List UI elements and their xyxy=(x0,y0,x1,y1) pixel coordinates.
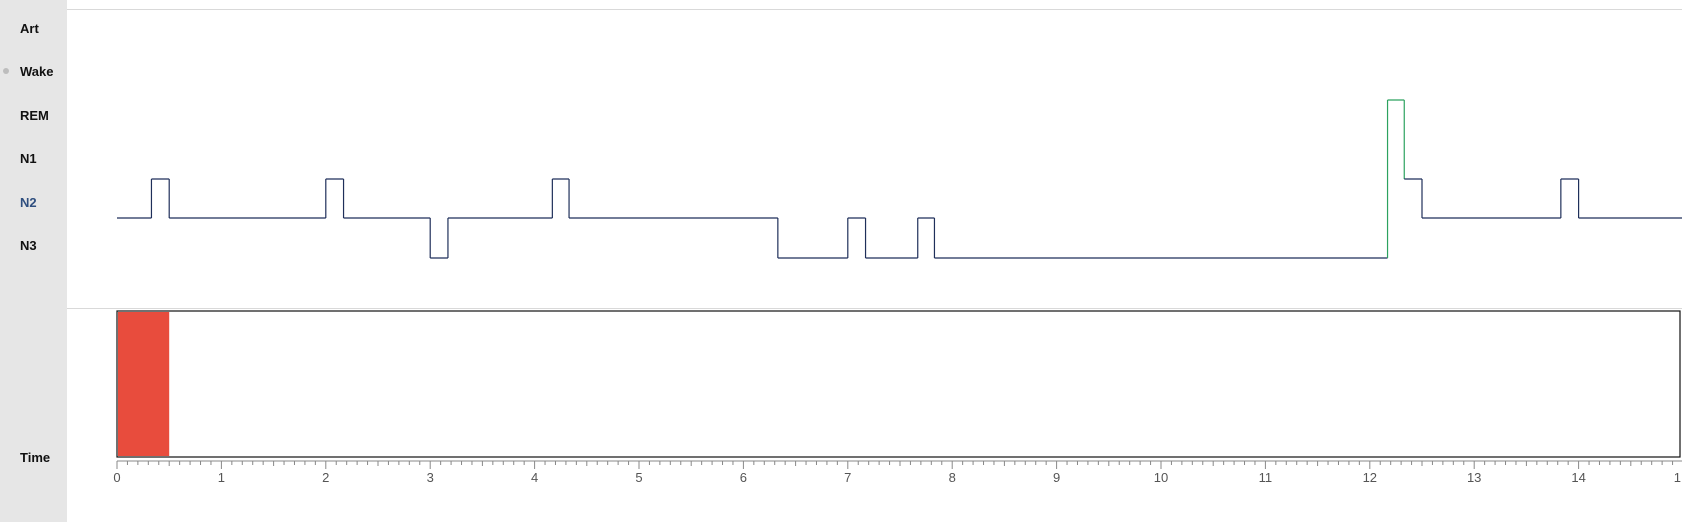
tick-label: 2 xyxy=(322,470,329,485)
tick-label: 12 xyxy=(1363,470,1377,485)
time-axis: 0 1 2 3 4 5 6 7 8 9 10 11 12 13 14 1 xyxy=(113,460,1682,485)
tick-label: 1 xyxy=(1674,470,1681,485)
tick-label: 1 xyxy=(218,470,225,485)
tick-label: 6 xyxy=(740,470,747,485)
tick-label: 4 xyxy=(531,470,538,485)
stage-label-n3: N3 xyxy=(20,238,37,253)
tick-label: 5 xyxy=(635,470,642,485)
scroll-handle-dot[interactable] xyxy=(3,68,9,74)
tick-label: 8 xyxy=(949,470,956,485)
tick-label: 9 xyxy=(1053,470,1060,485)
stage-label-n2: N2 xyxy=(20,195,37,210)
hypnogram-layer xyxy=(117,99,1682,259)
stage-label-wake: Wake xyxy=(20,64,54,79)
middle-divider xyxy=(67,308,1682,309)
time-label: Time xyxy=(20,450,51,465)
timeline-layer xyxy=(116,310,1681,458)
tick-label: 11 xyxy=(1259,470,1273,485)
stage-label-rem: REM xyxy=(20,108,49,123)
stage-label-n1: N1 xyxy=(20,151,37,166)
stage-sidebar: Art Wake REM N1 N2 N3 Time xyxy=(0,0,67,522)
tick-label: 0 xyxy=(113,470,120,485)
timeline-track[interactable] xyxy=(116,310,1681,458)
stage-label-art: Art xyxy=(20,21,39,36)
tick-label: 13 xyxy=(1467,470,1481,485)
top-divider xyxy=(67,9,1682,10)
tick-label: 7 xyxy=(844,470,851,485)
tick-label: 10 xyxy=(1154,470,1168,485)
timeline-selection-window[interactable] xyxy=(118,312,170,456)
tick-label: 3 xyxy=(427,470,434,485)
tick-label: 14 xyxy=(1571,470,1585,485)
